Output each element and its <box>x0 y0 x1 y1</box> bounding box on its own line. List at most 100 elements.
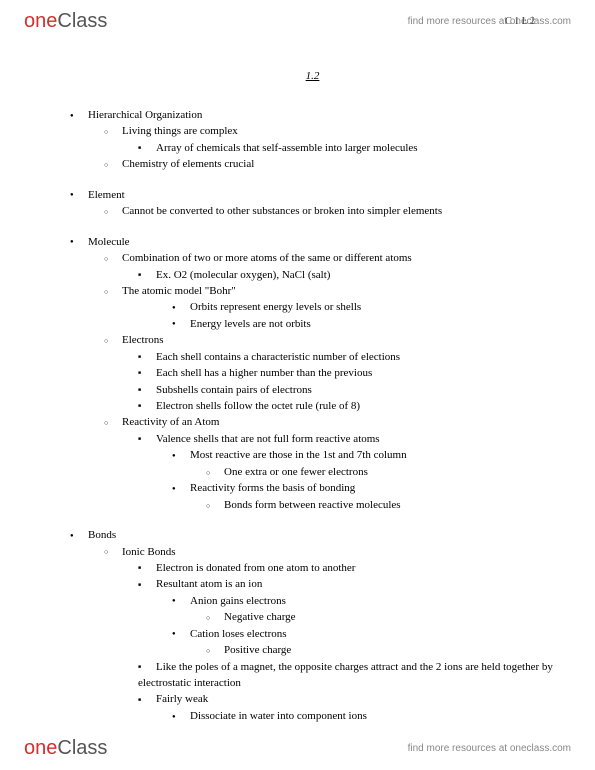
list-item: Energy levels are not orbits <box>172 317 555 333</box>
bullet-row: Reactivity of an Atom <box>104 415 555 431</box>
outline-root: Hierarchical Organization Living things a… <box>70 108 555 725</box>
list-level-3: Ex. O2 (molecular oxygen), NaCl (salt) <box>138 268 555 284</box>
list-item: Valence shells that are not full form re… <box>138 432 555 514</box>
bullet-text: Energy levels are not orbits <box>190 318 311 330</box>
bullet-text: Each shell contains a characteristic num… <box>156 351 400 363</box>
bullet-row: Ionic Bonds <box>104 545 555 561</box>
bullet-row: Cation loses electrons <box>172 627 555 643</box>
bullet-text: Subshells contain pairs of electrons <box>156 384 312 396</box>
bullet-row: Bonds <box>70 528 555 544</box>
list-item: Resultant atom is an ion Anion gains elec… <box>138 577 555 659</box>
bullet-row: Positive charge <box>206 643 555 659</box>
list-item: Like the poles of a magnet, the opposite… <box>138 660 555 693</box>
list-item: Cation loses electronsPositive charge <box>172 627 555 660</box>
list-level-3: Valence shells that are not full form re… <box>138 432 555 514</box>
bullet-row: Reactivity forms the basis of bonding <box>172 481 555 497</box>
page-title: 1.2 <box>70 70 555 82</box>
bullet-row: Ex. O2 (molecular oxygen), NaCl (salt) <box>138 268 555 284</box>
logo-text-class-footer: Class <box>57 737 107 760</box>
list-level-2: Ionic Bonds Electron is donated from one … <box>104 545 555 726</box>
bullet-row: Each shell contains a characteristic num… <box>138 350 555 366</box>
bullet-text: Array of chemicals that self-assemble in… <box>156 142 418 154</box>
list-item: Negative charge <box>206 610 555 626</box>
list-item: Electrons Each shell contains a character… <box>104 333 555 415</box>
bullet-text: Positive charge <box>224 644 291 656</box>
bullet-row: Dissociate in water into component ions <box>172 709 555 725</box>
bullet-text: Bonds <box>88 529 116 541</box>
list-level-4: Dissociate in water into component ions <box>172 709 555 725</box>
bullet-text: Bonds form between reactive molecules <box>224 499 401 511</box>
bullet-row: Molecule <box>70 235 555 251</box>
bullet-text: Cannot be converted to other substances … <box>122 205 442 217</box>
bullet-text: One extra or one fewer electrons <box>224 466 368 478</box>
find-more-link-top[interactable]: find more resources at oneclass.com <box>408 16 571 27</box>
list-item: Cannot be converted to other substances … <box>104 204 555 220</box>
bullet-text: Electrons <box>122 334 164 346</box>
bullet-text: Electron shells follow the octet rule (r… <box>156 400 360 412</box>
list-level-5: Negative charge <box>206 610 555 626</box>
bullet-row: Orbits represent energy levels or shells <box>172 300 555 316</box>
list-item: The atomic model "Bohr" Orbits represent … <box>104 284 555 333</box>
list-item: Molecule Combination of two or more atoms… <box>70 235 555 514</box>
bullet-text: Hierarchical Organization <box>88 109 202 121</box>
list-item: Array of chemicals that self-assemble in… <box>138 141 555 157</box>
bullet-row: Valence shells that are not full form re… <box>138 432 555 448</box>
document-content: 1.2 Hierarchical Organization Living thin… <box>70 70 555 739</box>
find-more-link-bottom[interactable]: find more resources at oneclass.com <box>408 743 571 754</box>
bullet-text: Element <box>88 189 125 201</box>
bullet-text: Electron is donated from one atom to ano… <box>156 562 355 574</box>
list-level-2: Living things are complex Array of chemic… <box>104 124 555 173</box>
list-item: Ionic Bonds Electron is donated from one … <box>104 545 555 726</box>
list-level-3: Each shell contains a characteristic num… <box>138 350 555 416</box>
bullet-text: Living things are complex <box>122 125 238 137</box>
bullet-row: Chemistry of elements crucial <box>104 157 555 173</box>
list-level-2: Cannot be converted to other substances … <box>104 204 555 220</box>
list-level-5: Positive charge <box>206 643 555 659</box>
bullet-text: Most reactive are those in the 1st and 7… <box>190 449 407 461</box>
footer-bar: oneClass find more resources at oneclass… <box>0 727 595 770</box>
bullet-row: Negative charge <box>206 610 555 626</box>
logo-text-one: one <box>24 10 57 33</box>
page-code: C 1 L 2 <box>505 16 535 27</box>
bullet-row: Electron shells follow the octet rule (r… <box>138 399 555 415</box>
bullet-text: Anion gains electrons <box>190 595 286 607</box>
bullet-text: Ionic Bonds <box>122 546 175 558</box>
list-item: Each shell contains a characteristic num… <box>138 350 555 366</box>
bullet-row: Anion gains electrons <box>172 594 555 610</box>
bullet-text: Ex. O2 (molecular oxygen), NaCl (salt) <box>156 269 330 281</box>
list-level-5: Bonds form between reactive molecules <box>206 498 555 514</box>
list-item: Positive charge <box>206 643 555 659</box>
list-item: Ex. O2 (molecular oxygen), NaCl (salt) <box>138 268 555 284</box>
bullet-text: The atomic model "Bohr" <box>122 285 236 297</box>
bullet-row: Subshells contain pairs of electrons <box>138 383 555 399</box>
list-item: Most reactive are those in the 1st and 7… <box>172 448 555 481</box>
list-item: Dissociate in water into component ions <box>172 709 555 725</box>
bullet-row: Array of chemicals that self-assemble in… <box>138 141 555 157</box>
bullet-row: Resultant atom is an ion <box>138 577 555 593</box>
bullet-text: Valence shells that are not full form re… <box>156 433 380 445</box>
bullet-row: Like the poles of a magnet, the opposite… <box>138 660 555 693</box>
list-item: Combination of two or more atoms of the … <box>104 251 555 284</box>
list-item: Hierarchical Organization Living things a… <box>70 108 555 174</box>
list-level-5: One extra or one fewer electrons <box>206 465 555 481</box>
bullet-row: Element <box>70 188 555 204</box>
brand-logo-footer: oneClass <box>24 737 107 760</box>
bullet-text: Dissociate in water into component ions <box>190 710 367 722</box>
list-item: Orbits represent energy levels or shells <box>172 300 555 316</box>
brand-logo: oneClass <box>24 10 107 33</box>
bullet-text: Resultant atom is an ion <box>156 578 262 590</box>
bullet-row: One extra or one fewer electrons <box>206 465 555 481</box>
bullet-text: Molecule <box>88 236 130 248</box>
list-item: Living things are complex Array of chemic… <box>104 124 555 157</box>
list-item: Electron shells follow the octet rule (r… <box>138 399 555 415</box>
list-item: Anion gains electrons Negative charge <box>172 594 555 627</box>
bullet-row: Cannot be converted to other substances … <box>104 204 555 220</box>
bullet-row: The atomic model "Bohr" <box>104 284 555 300</box>
list-item: Reactivity of an Atom Valence shells that… <box>104 415 555 514</box>
list-item: Subshells contain pairs of electrons <box>138 383 555 399</box>
list-level-4: Orbits represent energy levels or shells… <box>172 300 555 333</box>
bullet-text: Combination of two or more atoms of the … <box>122 252 412 264</box>
bullet-row: Fairly weak <box>138 692 555 708</box>
logo-text-class: Class <box>57 10 107 33</box>
bullet-text: Each shell has a higher number than the … <box>156 367 372 379</box>
